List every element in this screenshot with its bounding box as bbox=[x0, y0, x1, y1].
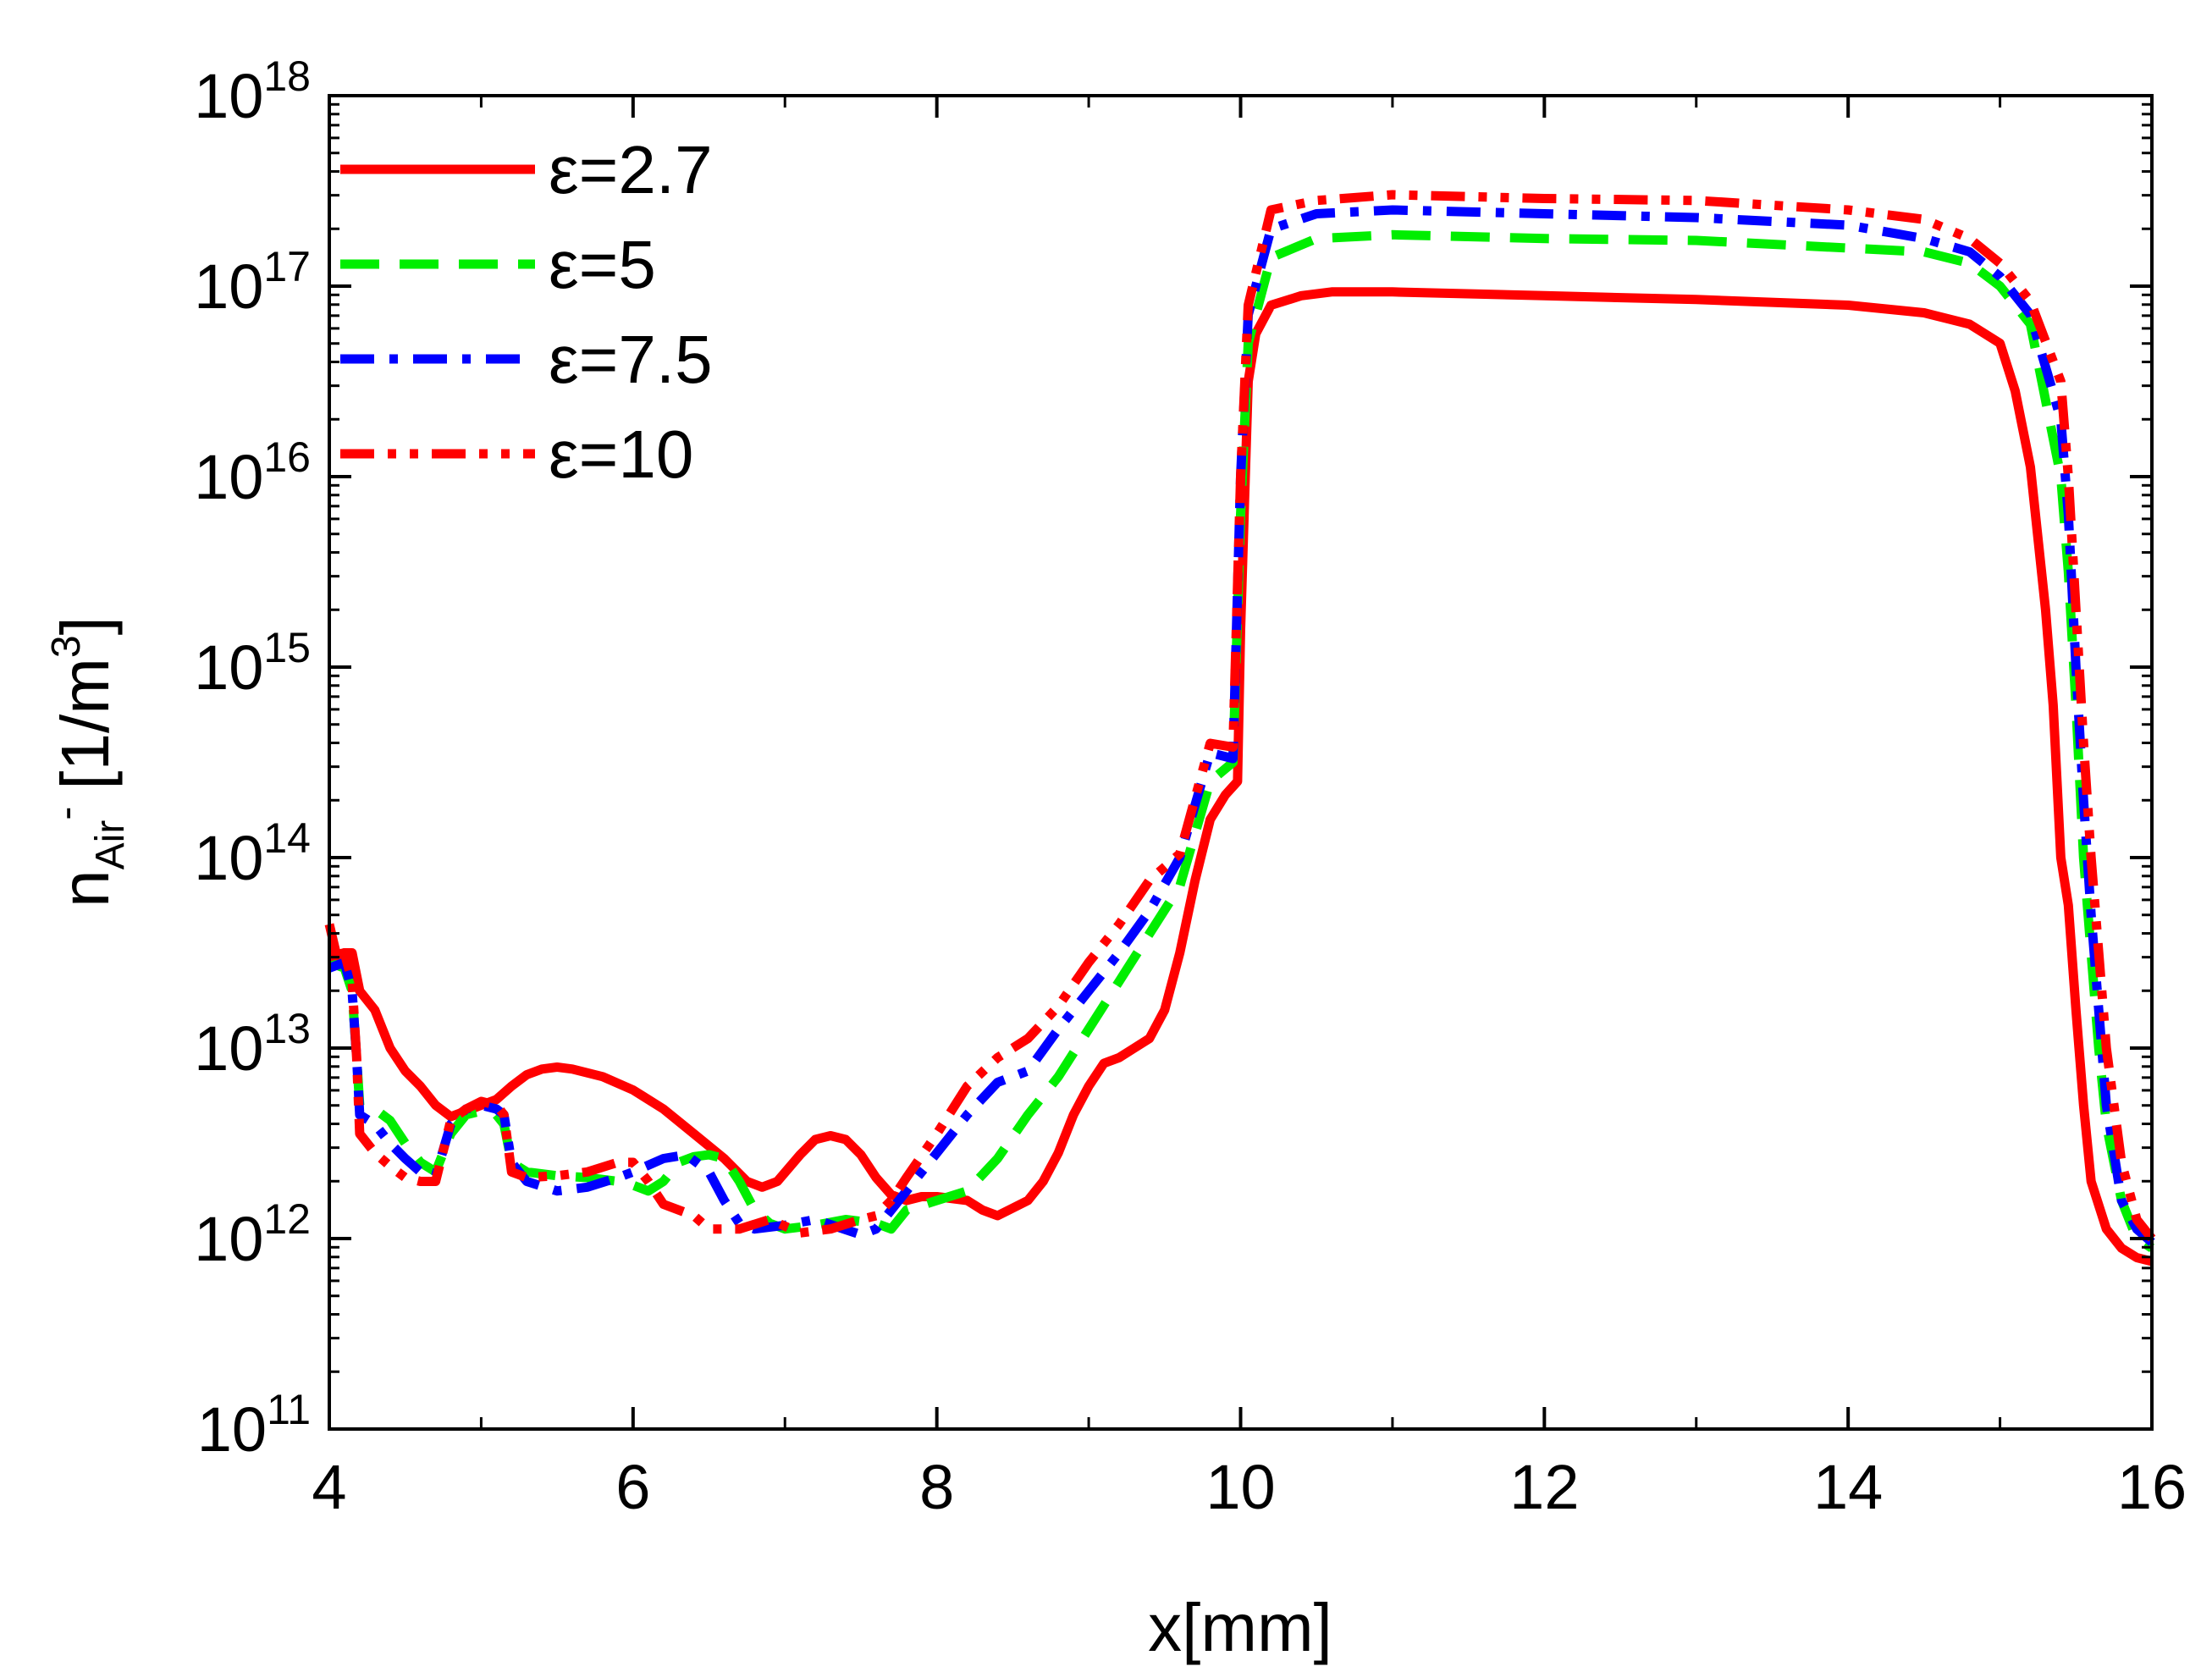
legend-label-1: ε=2.7 bbox=[549, 132, 713, 207]
x-tick-labels: 4 6 8 10 12 14 16 bbox=[312, 1452, 2187, 1522]
y-tick-label: 1018 bbox=[194, 52, 311, 131]
series-line-2 bbox=[328, 229, 2154, 1252]
series-line-1 bbox=[324, 287, 2154, 1266]
y-axis-label-minus: - bbox=[44, 807, 89, 820]
x-tick-label: 14 bbox=[1813, 1452, 1883, 1522]
y-tick-label: 1011 bbox=[197, 1386, 311, 1465]
y-axis-label-subscript: Air bbox=[88, 820, 133, 870]
legend: ε=2.7 ε=5 ε=7.5 ε=10 bbox=[340, 132, 713, 492]
y-tick-labels: 1011 1012 1013 1014 1015 1016 1017 1018 bbox=[194, 52, 311, 1465]
y-axis-label: nAir- [1/m3] bbox=[44, 616, 133, 908]
tick-layer bbox=[328, 94, 2154, 1431]
x-tick-label: 6 bbox=[615, 1452, 650, 1522]
x-tick-label: 16 bbox=[2117, 1452, 2187, 1522]
legend-label-2: ε=5 bbox=[549, 227, 656, 302]
y-tick-label: 1015 bbox=[194, 624, 311, 703]
series-line-4 bbox=[328, 190, 2156, 1242]
y-axis-label-unit-power: 3 bbox=[44, 635, 89, 658]
x-tick-label: 12 bbox=[1509, 1452, 1579, 1522]
x-tick-label: 4 bbox=[312, 1452, 346, 1522]
legend-label-4: ε=10 bbox=[549, 417, 693, 492]
series-layer bbox=[324, 190, 2156, 1266]
y-tick-label: 1012 bbox=[194, 1195, 311, 1274]
y-tick-label: 1013 bbox=[194, 1005, 311, 1084]
y-axis-label-unit: [1/m bbox=[47, 658, 123, 790]
x-axis-label: x[mm] bbox=[1148, 1590, 1332, 1665]
x-tick-label: 8 bbox=[919, 1452, 954, 1522]
y-axis-label-unit-end: ] bbox=[47, 616, 123, 635]
y-tick-label: 1016 bbox=[194, 433, 311, 512]
y-tick-label: 1017 bbox=[194, 243, 311, 322]
y-axis-label-base: n bbox=[47, 869, 123, 908]
y-tick-label: 1014 bbox=[194, 814, 311, 893]
x-tick-label: 10 bbox=[1205, 1452, 1275, 1522]
legend-label-3: ε=7.5 bbox=[549, 322, 713, 397]
